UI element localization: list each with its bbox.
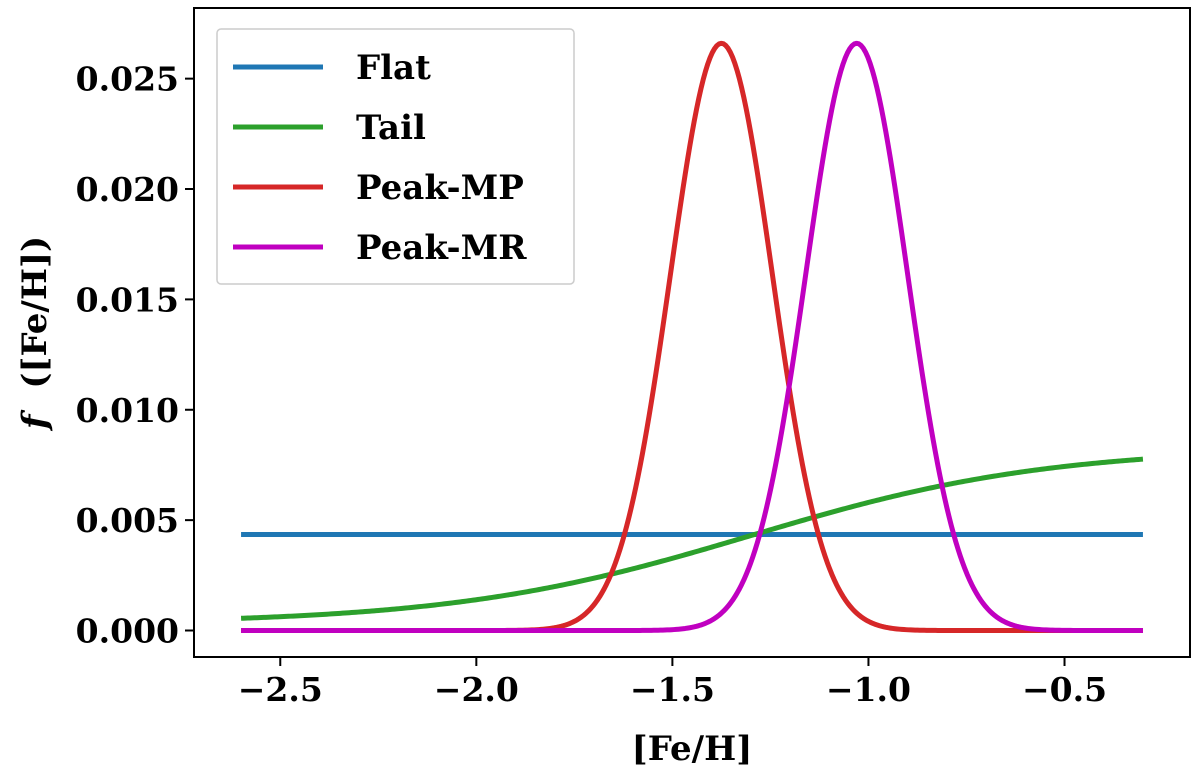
y-axis-label-argument: ([Fe/H]) — [15, 236, 55, 389]
x-axis: −2.5 −2.0 −1.5 −1.0 −0.5 — [238, 657, 1107, 709]
legend-box — [216, 28, 575, 285]
legend-label: Flat — [356, 48, 431, 88]
series-line-peak-mr — [240, 40, 1144, 634]
x-tick-label: −2.5 — [238, 670, 323, 709]
plot-frame — [193, 7, 1191, 658]
x-tick-label: −1.5 — [630, 670, 715, 709]
legend-label: Tail — [356, 108, 426, 148]
y-tick-label: 0.005 — [76, 501, 179, 540]
legend: Flat Tail Peak-MP Peak-MR — [216, 28, 575, 285]
legend-label: Peak-MR — [356, 228, 527, 268]
y-tick-label: 0.020 — [76, 170, 179, 209]
x-axis-label: [Fe/H] — [632, 729, 753, 769]
y-axis-label-variable: f — [15, 409, 55, 431]
y-tick-label: 0.000 — [76, 612, 179, 651]
plot-lines — [240, 40, 1144, 634]
legend-label: Peak-MP — [356, 168, 524, 208]
y-tick-label: 0.015 — [76, 280, 179, 319]
y-axis-label: f ([Fe/H]) — [15, 236, 55, 431]
x-tick-label: −1.0 — [826, 670, 911, 709]
x-tick-label: −2.0 — [434, 670, 519, 709]
y-axis: 0.000 0.005 0.010 0.015 0.020 0.025 — [76, 60, 194, 651]
x-tick-label: −0.5 — [1022, 670, 1107, 709]
y-tick-label: 0.025 — [76, 60, 179, 99]
series-line-tail — [240, 456, 1144, 621]
y-tick-label: 0.010 — [76, 391, 179, 430]
